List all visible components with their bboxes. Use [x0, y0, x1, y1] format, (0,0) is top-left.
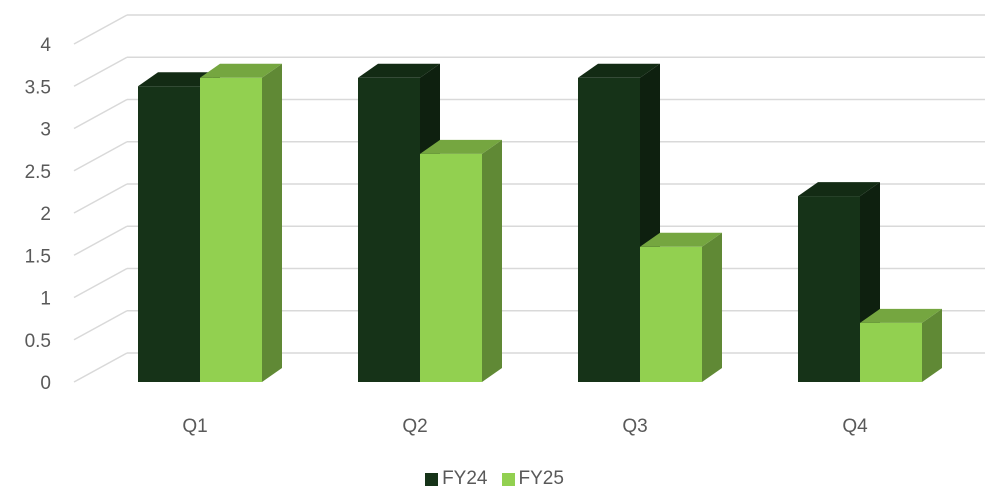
- x-tick-label: Q4: [842, 416, 868, 437]
- legend-label-fy24: FY24: [442, 468, 488, 489]
- x-tick-label: Q2: [402, 416, 427, 437]
- bar-fy25-q4: [860, 308, 942, 382]
- x-axis-tick-labels: Q1 Q2 Q3 Q4: [182, 416, 868, 437]
- y-tick-label: 3.5: [25, 77, 51, 98]
- y-tick-label: 1: [40, 289, 51, 310]
- bars: [138, 63, 942, 383]
- bar-fy24-q4: [798, 182, 880, 382]
- x-tick-label: Q1: [182, 416, 207, 437]
- x-tick-label: Q3: [622, 416, 647, 437]
- bar-fy24-q3: [578, 63, 660, 383]
- y-tick-label: 2: [40, 204, 51, 225]
- gridline: [73, 14, 985, 45]
- legend-label-fy25: FY25: [518, 468, 564, 489]
- y-tick-label: 1.5: [25, 246, 51, 267]
- legend-swatch-fy25: [501, 472, 515, 486]
- y-tick-label: 0.5: [25, 331, 51, 352]
- y-tick-label: 4: [40, 35, 51, 56]
- bar-fy25-q3: [640, 232, 722, 382]
- y-tick-label: 3: [40, 120, 51, 141]
- legend: FY24 FY25: [0, 468, 989, 490]
- legend-swatch-fy24: [425, 472, 439, 486]
- bar-fy25-q2: [420, 139, 502, 382]
- y-axis-tick-labels: 0 0.5 1 1.5 2 2.5 3 3.5 4: [25, 35, 52, 394]
- legend-item-fy25: FY25: [501, 468, 564, 490]
- y-tick-label: 2.5: [25, 162, 51, 183]
- bar-fy25-q1: [200, 63, 282, 383]
- gridline: [73, 56, 985, 87]
- y-tick-label: 0: [40, 373, 51, 394]
- legend-item-fy24: FY24: [425, 468, 488, 490]
